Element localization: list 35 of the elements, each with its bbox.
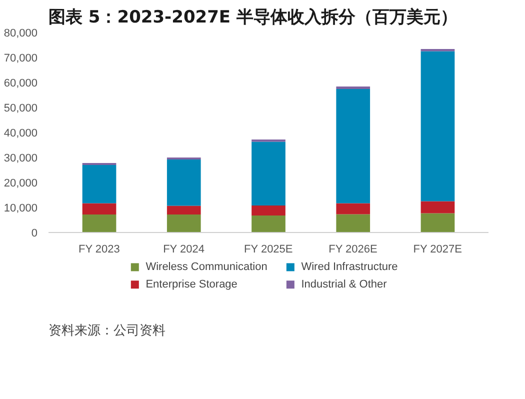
bar xyxy=(82,203,116,214)
bar xyxy=(420,201,455,214)
x-tick-label: FY 2027E xyxy=(413,244,462,256)
legend-label: Industrial & Other xyxy=(301,278,388,291)
x-tick-label: FY 2023 xyxy=(78,244,120,256)
y-tick-label: 80,000 xyxy=(4,28,38,40)
legend-label: Enterprise Storage xyxy=(146,278,238,291)
bar xyxy=(166,206,201,214)
bar xyxy=(420,213,455,232)
bar xyxy=(336,203,370,214)
bar xyxy=(82,165,116,204)
y-tick-label: 60,000 xyxy=(4,78,38,90)
x-tick-label: FY 2024 xyxy=(163,244,204,256)
text: 资料来源：公司资料 xyxy=(48,324,166,338)
x-tick-label: FY 2025E xyxy=(244,244,293,256)
bar xyxy=(166,214,201,232)
bar xyxy=(252,216,286,232)
y-tick-label: 0 xyxy=(31,228,38,240)
bar xyxy=(336,89,370,204)
bar xyxy=(82,214,116,232)
y-tick-label: 30,000 xyxy=(4,152,38,164)
bar xyxy=(336,214,370,232)
x-tick-label: FY 2026E xyxy=(328,244,378,256)
bar xyxy=(252,206,286,216)
y-tick-label: 70,000 xyxy=(4,52,38,64)
legend-label: Wired Infrastructure xyxy=(301,261,398,274)
y-tick-label: 40,000 xyxy=(4,128,38,140)
y-tick-label: 10,000 xyxy=(4,202,38,214)
legend-label: Wireless Communication xyxy=(146,261,268,274)
chart-title: 图表 5：2023-2027E 半导体收入拆分（百万美元） xyxy=(48,8,458,28)
bar xyxy=(420,51,455,202)
bar xyxy=(252,142,286,206)
y-tick-label: 50,000 xyxy=(4,102,38,114)
y-tick-label: 20,000 xyxy=(4,178,38,190)
bar xyxy=(166,160,201,206)
